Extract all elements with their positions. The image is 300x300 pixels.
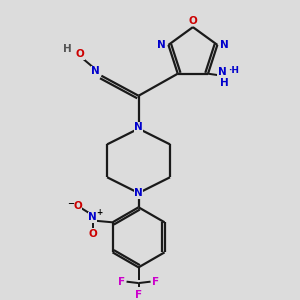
Text: F: F	[152, 277, 159, 287]
Text: N: N	[157, 40, 166, 50]
Text: −: −	[67, 199, 74, 208]
Text: F: F	[135, 290, 142, 300]
Text: O: O	[76, 49, 84, 59]
Text: N: N	[134, 122, 143, 132]
Text: H: H	[63, 44, 72, 54]
Text: O: O	[188, 16, 197, 26]
Text: N: N	[218, 67, 227, 77]
Text: N: N	[91, 67, 100, 76]
Text: N: N	[134, 188, 143, 198]
Text: F: F	[118, 277, 125, 287]
Text: ·H: ·H	[228, 66, 239, 75]
Text: H: H	[220, 78, 229, 88]
Text: O: O	[73, 201, 82, 211]
Text: N: N	[88, 212, 97, 223]
Text: +: +	[97, 208, 103, 217]
Text: N: N	[220, 40, 229, 50]
Text: O: O	[88, 229, 97, 239]
